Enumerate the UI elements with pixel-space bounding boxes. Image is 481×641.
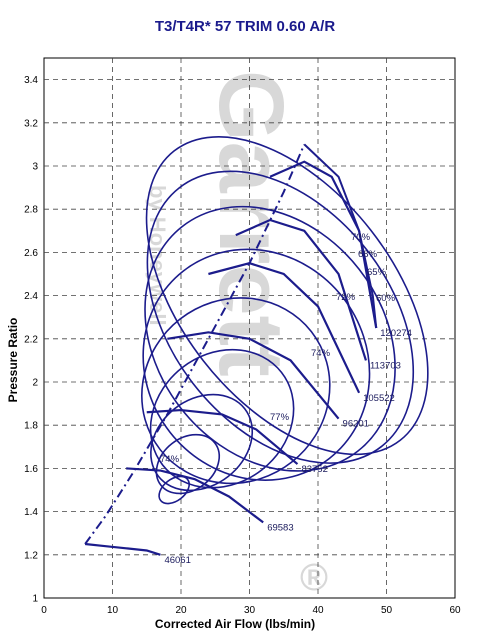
efficiency-label: 70% [351, 232, 371, 243]
y-tick-label: 2.4 [24, 291, 38, 302]
speed-line-label: 113703 [370, 360, 401, 371]
speed-line-96201 [167, 331, 340, 420]
y-tick-label: 3.4 [24, 75, 38, 86]
y-tick-label: 2 [32, 378, 38, 389]
speed-lines: 46061 69583 83752 96201 105522 113703 120274 [84, 160, 412, 566]
y-tick-label: 2.8 [24, 205, 38, 216]
x-tick-label: 20 [175, 605, 187, 616]
x-tick-label: 50 [381, 605, 393, 616]
speed-line-label: 120274 [380, 328, 412, 339]
choke-line [303, 143, 378, 329]
efficiency-islands [141, 136, 429, 505]
efficiency-island-8 [145, 136, 429, 456]
efficiency-label: 74% [160, 454, 180, 465]
efficiency-label: 77% [270, 412, 290, 423]
surge-line [84, 144, 306, 545]
y-tick-label: 1.2 [24, 550, 38, 561]
y-tick-label: 1 [32, 594, 38, 605]
efficiency-label: 68% [358, 249, 378, 260]
watermark-garrett: Garrett [200, 70, 302, 377]
efficiency-island-0 [158, 475, 190, 505]
y-tick-label: 3 [32, 162, 38, 173]
efficiency-label: 60% [376, 293, 396, 304]
x-tick-label: 30 [244, 605, 256, 616]
y-tick-label: 2.2 [24, 334, 38, 345]
grid [44, 58, 455, 598]
y-axis-label: Pressure Ratio [6, 318, 20, 403]
efficiency-annotations: 70% 68% 65% 60% 72% 74% 77% 74% [160, 232, 396, 465]
efficiency-island-7 [146, 170, 415, 464]
efficiency-island-4 [141, 297, 331, 485]
speed-line-label: 105522 [363, 393, 395, 404]
speed-line-69583 [126, 467, 264, 524]
speed-line-105522 [208, 262, 361, 394]
watermark-registered: ® [300, 557, 328, 599]
y-tick-label: 1.6 [24, 464, 38, 475]
efficiency-label: 65% [367, 267, 387, 278]
x-tick-labels: 0 10 20 30 40 50 60 [41, 605, 461, 616]
x-tick-label: 40 [312, 605, 324, 616]
x-tick-label: 10 [107, 605, 119, 616]
efficiency-label: 74% [311, 348, 331, 359]
choke-line-group [303, 143, 378, 329]
chart-title: T3/T4R* 57 TRIM 0.60 A/R [155, 18, 335, 35]
efficiency-island-5 [142, 248, 371, 481]
surge-line-group [84, 144, 306, 545]
watermark: Garrett by Honeywell ® [145, 70, 328, 599]
y-tick-label: 3.2 [24, 118, 38, 129]
efficiency-island-2 [150, 393, 254, 492]
x-tick-label: 0 [41, 605, 47, 616]
speed-line-label: 46061 [164, 555, 190, 566]
speed-line-label: 69583 [267, 522, 293, 533]
efficiency-island-6 [144, 205, 396, 472]
speed-line-label: 83752 [301, 464, 327, 475]
speed-line-label: 96201 [343, 419, 369, 430]
speed-line-46061 [84, 542, 161, 556]
y-tick-label: 2.6 [24, 248, 38, 259]
speed-line-120274 [269, 160, 378, 329]
efficiency-label: 72% [336, 292, 356, 303]
y-tick-label: 1.8 [24, 421, 38, 432]
x-tick-label: 60 [449, 605, 461, 616]
speed-line-113703 [235, 218, 367, 361]
x-axis-label: Corrected Air Flow (lbs/min) [155, 617, 315, 631]
y-tick-labels: 1 1.2 1.4 1.6 1.8 2 2.2 2.4 2.6 2.8 3 3.2 3.4 [24, 75, 38, 604]
efficiency-island-1 [155, 433, 221, 495]
y-tick-label: 1.4 [24, 507, 38, 518]
